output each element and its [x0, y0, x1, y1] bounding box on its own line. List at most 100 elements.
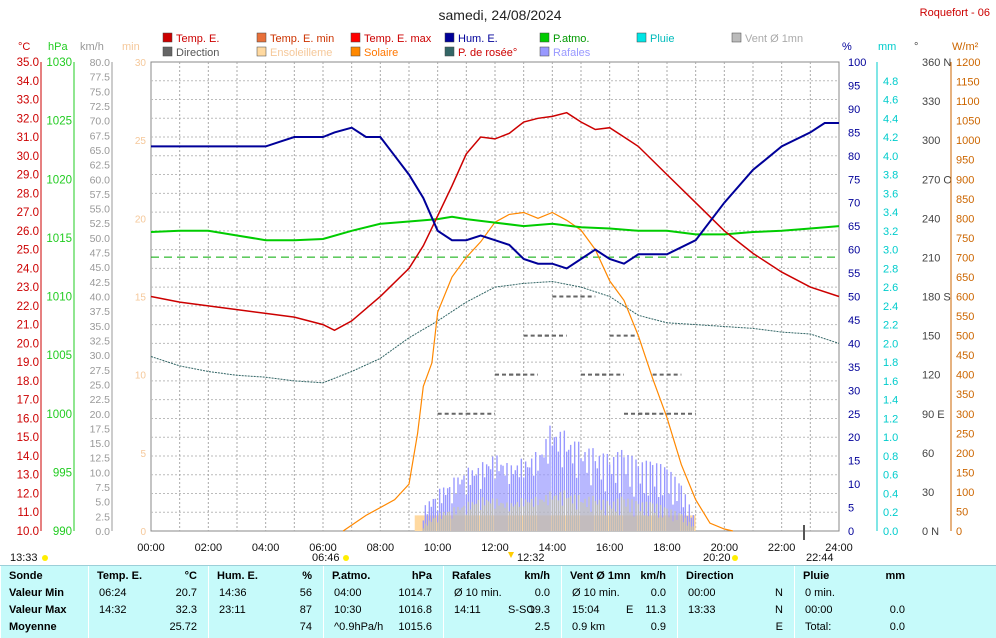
legend-swatch [162, 32, 173, 43]
pressure_hpa-tick-label: 1010 [46, 292, 72, 304]
sun-icon [42, 555, 48, 561]
summary-col-title: Direction [686, 570, 734, 582]
temp_c-tick-label: 15.0 [17, 432, 39, 444]
legend-swatch [256, 32, 267, 43]
direction_deg-tick-label: 330 [922, 96, 940, 108]
wind_kmh-tick-label: 72.5 [90, 101, 111, 113]
legend-swatch [256, 46, 267, 57]
rain_mm-tick-label: 1.6 [883, 376, 898, 388]
summary-cell-time: ^0.9hPa/h [334, 621, 384, 633]
temp_c-tick-label: 26.0 [17, 226, 39, 238]
unit-temp: °C [18, 41, 30, 53]
sunshine-tick-label: 10 [135, 371, 147, 382]
summary-cell-value: N [775, 587, 783, 599]
temp_c-tick-label: 29.0 [17, 170, 39, 182]
temp_c-tick-label: 11.0 [17, 507, 39, 519]
weather-chart: 00:00 02:00 04:00 06:00 08:00 10:00 12:00 14:00… [10, 7, 990, 564]
summary-col: Direction 00:00 N 13:33 N E [677, 566, 795, 638]
x-tick-label: 02:00 [195, 542, 223, 554]
legend-swatch [444, 46, 455, 57]
sunrise-icon [343, 555, 349, 561]
wind_kmh-tick-label: 32.5 [90, 335, 111, 347]
humidity_pct-tick-label: 65 [848, 221, 860, 233]
sunset-time: 20:20 [703, 552, 731, 564]
pressure_hpa-tick-label: 1005 [46, 350, 72, 362]
solar_wm2-tick-label: 100 [956, 487, 974, 499]
summary-cell-value: 11.3 [645, 604, 666, 616]
humidity_pct-tick-label: 25 [848, 409, 860, 421]
x-tick-label: 22:00 [768, 542, 796, 554]
humidity_pct-tick-label: 55 [848, 268, 860, 280]
wind_kmh-tick-label: 42.5 [90, 277, 111, 289]
unit-humidity: % [842, 41, 852, 53]
sunset-icon [732, 555, 738, 561]
pressure_hpa-tick-label: 1015 [46, 233, 72, 245]
humidity_pct-tick-label: 50 [848, 292, 860, 304]
temp_c-tick-label: 31.0 [17, 132, 39, 144]
solar_wm2-tick-label: 550 [956, 311, 974, 323]
wind_kmh-tick-label: 77.5 [90, 72, 111, 84]
x-tick-label: 14:00 [539, 542, 567, 554]
summary-row-label: Moyenne [9, 621, 57, 633]
pressure_hpa-tick-label: 995 [53, 467, 72, 479]
summary-cell-value: 0.0 [534, 587, 550, 599]
humidity_pct-tick-label: 30 [848, 385, 860, 397]
humidity_pct-tick-label: 75 [848, 174, 860, 186]
sunshine-tick-label: 20 [135, 214, 147, 225]
solar_wm2-tick-label: 150 [956, 467, 974, 479]
rain_mm-tick-label: 3.6 [883, 188, 898, 200]
legend-swatch [636, 32, 647, 43]
rain_mm-tick-label: 1.2 [883, 413, 898, 425]
temp_c-tick-label: 28.0 [17, 188, 39, 200]
pressure_hpa-tick-label: 1025 [46, 116, 72, 128]
rain_mm-tick-label: 3.4 [883, 207, 898, 219]
solar_wm2-tick-label: 1100 [956, 96, 980, 108]
direction_deg-tick-label: 0 N [922, 526, 939, 538]
rain_mm-tick-label: 1.8 [883, 357, 898, 369]
summary-cell-value: 56 [299, 587, 312, 599]
solar_wm2-tick-label: 50 [956, 506, 968, 518]
summary-cell-time: 13:33 [688, 604, 716, 616]
unit-min: min [122, 41, 140, 53]
rain_mm-tick-label: 2.0 [883, 338, 898, 350]
summary-cell-value: 74 [299, 621, 312, 633]
temp_c-tick-label: 24.0 [17, 263, 39, 275]
sunshine-area [414, 515, 696, 531]
rain_mm-tick-label: 2.8 [883, 263, 898, 275]
humidity_pct-tick-label: 60 [848, 245, 860, 257]
legend-label: Rafales [553, 47, 591, 59]
chart-legend: Temp. E. Temp. E. min Temp. E. max Hum. E. P… [162, 32, 803, 59]
sunrise-time: 06:46 [312, 552, 340, 564]
wind_kmh-tick-label: 55.0 [90, 204, 111, 216]
humidity_pct-tick-label: 35 [848, 362, 860, 374]
noon-time: 12:32 [517, 552, 545, 564]
sunshine-tick-label: 25 [135, 136, 147, 147]
legend-label: Pluie [650, 33, 674, 45]
wind_kmh-tick-label: 25.0 [90, 379, 111, 391]
summary-cell-value: 0.0 [889, 604, 905, 616]
rain_mm-tick-label: 0.0 [883, 526, 898, 538]
legend-swatch [539, 32, 550, 43]
wind_kmh-tick-label: 65.0 [90, 145, 111, 157]
summary-col-unit: °C [184, 570, 197, 582]
legend-label: Vent Ø 1mn [745, 33, 803, 45]
solar_wm2-tick-label: 700 [956, 252, 974, 264]
summary-cell-time: 14:11 [454, 604, 481, 616]
summary-cell-time: 0 min. [805, 587, 835, 599]
direction_deg-tick-label: 270 O [922, 174, 952, 186]
summary-row-label: Valeur Max [9, 604, 67, 616]
summary-cell-value: 0.0 [889, 621, 905, 633]
summary-col-unit: hPa [411, 570, 432, 582]
summary-col-title: P.atmo. [332, 570, 371, 582]
summary-cell-dir: E [626, 604, 634, 616]
summary-cell-value: 19.3 [528, 604, 550, 616]
unit-rain: mm [878, 41, 896, 53]
solar_wm2-tick-label: 300 [956, 409, 974, 421]
direction_deg-tick-label: 300 [922, 135, 940, 147]
chart-grid [150, 61, 840, 532]
direction_deg-tick-label: 180 S [922, 292, 951, 304]
summary-cell-value: 20.7 [175, 587, 197, 599]
pressure_hpa-tick-label: 990 [53, 526, 72, 538]
solar_wm2-tick-label: 500 [956, 331, 974, 343]
solar_wm2-tick-label: 1200 [956, 57, 980, 69]
